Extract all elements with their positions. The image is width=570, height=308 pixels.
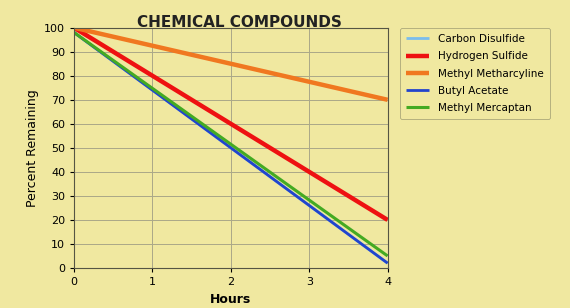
Y-axis label: Percent Remaining: Percent Remaining: [26, 89, 39, 207]
Legend: Carbon Disulfide, Hydrogen Sulfide, Methyl Metharcyline, Butyl Acetate, Methyl M: Carbon Disulfide, Hydrogen Sulfide, Meth…: [400, 28, 549, 120]
X-axis label: Hours: Hours: [210, 293, 251, 306]
Text: CHEMICAL COMPOUNDS: CHEMICAL COMPOUNDS: [137, 15, 342, 30]
